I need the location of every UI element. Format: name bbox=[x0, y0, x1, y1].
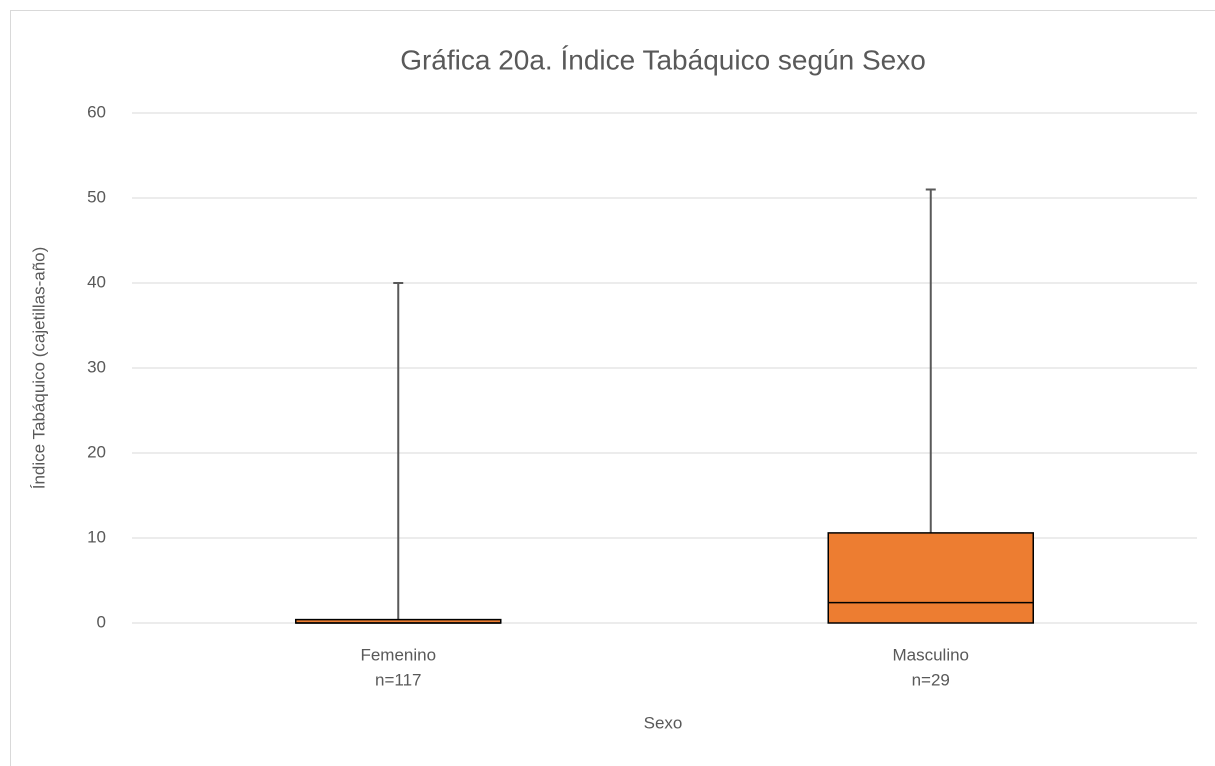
box bbox=[827, 532, 1035, 624]
x-axis-label: Sexo bbox=[644, 713, 683, 732]
y-tick-label: 40 bbox=[87, 272, 106, 291]
y-tick-label: 50 bbox=[87, 187, 106, 206]
y-tick-label: 10 bbox=[87, 527, 106, 546]
y-axis-label: Índice Tabáquico (cajetillas-año) bbox=[29, 247, 48, 490]
chart-title: Gráfica 20a. Índice Tabáquico según Sexo bbox=[400, 44, 926, 75]
x-tick-label: n=117 bbox=[375, 670, 421, 689]
x-tick-label: n=29 bbox=[912, 670, 950, 689]
x-tick-label: Masculino bbox=[892, 645, 969, 664]
y-tick-label: 60 bbox=[87, 102, 106, 121]
x-tick-label: Femenino bbox=[360, 645, 436, 664]
chart-border bbox=[10, 10, 1215, 766]
y-tick-label: 30 bbox=[87, 357, 106, 376]
y-tick-label: 0 bbox=[97, 612, 106, 631]
y-tick-label: 20 bbox=[87, 442, 106, 461]
